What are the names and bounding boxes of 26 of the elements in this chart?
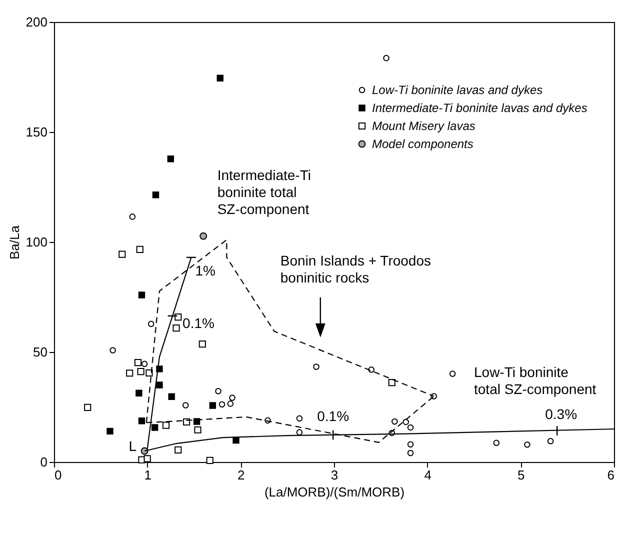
- y-tick-label: 200: [26, 14, 48, 30]
- x-tick-label: 0: [54, 468, 62, 482]
- annotation: Low-Ti boninite total SZ-component: [474, 364, 596, 397]
- y-tick-label: 0: [40, 454, 48, 470]
- legend-label: Intermediate-Ti boninite lavas and dykes: [372, 101, 588, 115]
- annotation: 0.1%: [317, 408, 350, 424]
- y-axis-title: Ba/La: [6, 224, 22, 260]
- annotation: L: [128, 438, 137, 454]
- x-tick-label: 1: [144, 468, 152, 482]
- annotation: 0.3%: [545, 406, 578, 422]
- x-tick-label: 6: [607, 468, 614, 482]
- annotation: Bonin Islands + Troodos boninitic rocks: [280, 252, 432, 286]
- x-tick-label: 4: [424, 468, 432, 482]
- x-tick-label: 5: [518, 468, 525, 482]
- y-tick-label: 100: [26, 234, 48, 250]
- y-tick-label: 50: [33, 344, 48, 360]
- x-tick-label: 3: [330, 468, 338, 482]
- y-tick-label: 150: [26, 124, 48, 140]
- x-axis-title: (La/MORB)/(Sm/MORB): [264, 484, 405, 500]
- annotation: 1%: [195, 262, 216, 278]
- annotation: 0.1%: [182, 314, 214, 331]
- legend-label: Mount Misery lavas: [372, 119, 476, 133]
- x-tick-label: 2: [238, 468, 245, 482]
- legend-label: Low-Ti boninite lavas and dykes: [372, 83, 543, 97]
- legend-label: Model components: [372, 137, 474, 151]
- annotation: Intermediate-Ti boninite total SZ-component: [217, 167, 311, 218]
